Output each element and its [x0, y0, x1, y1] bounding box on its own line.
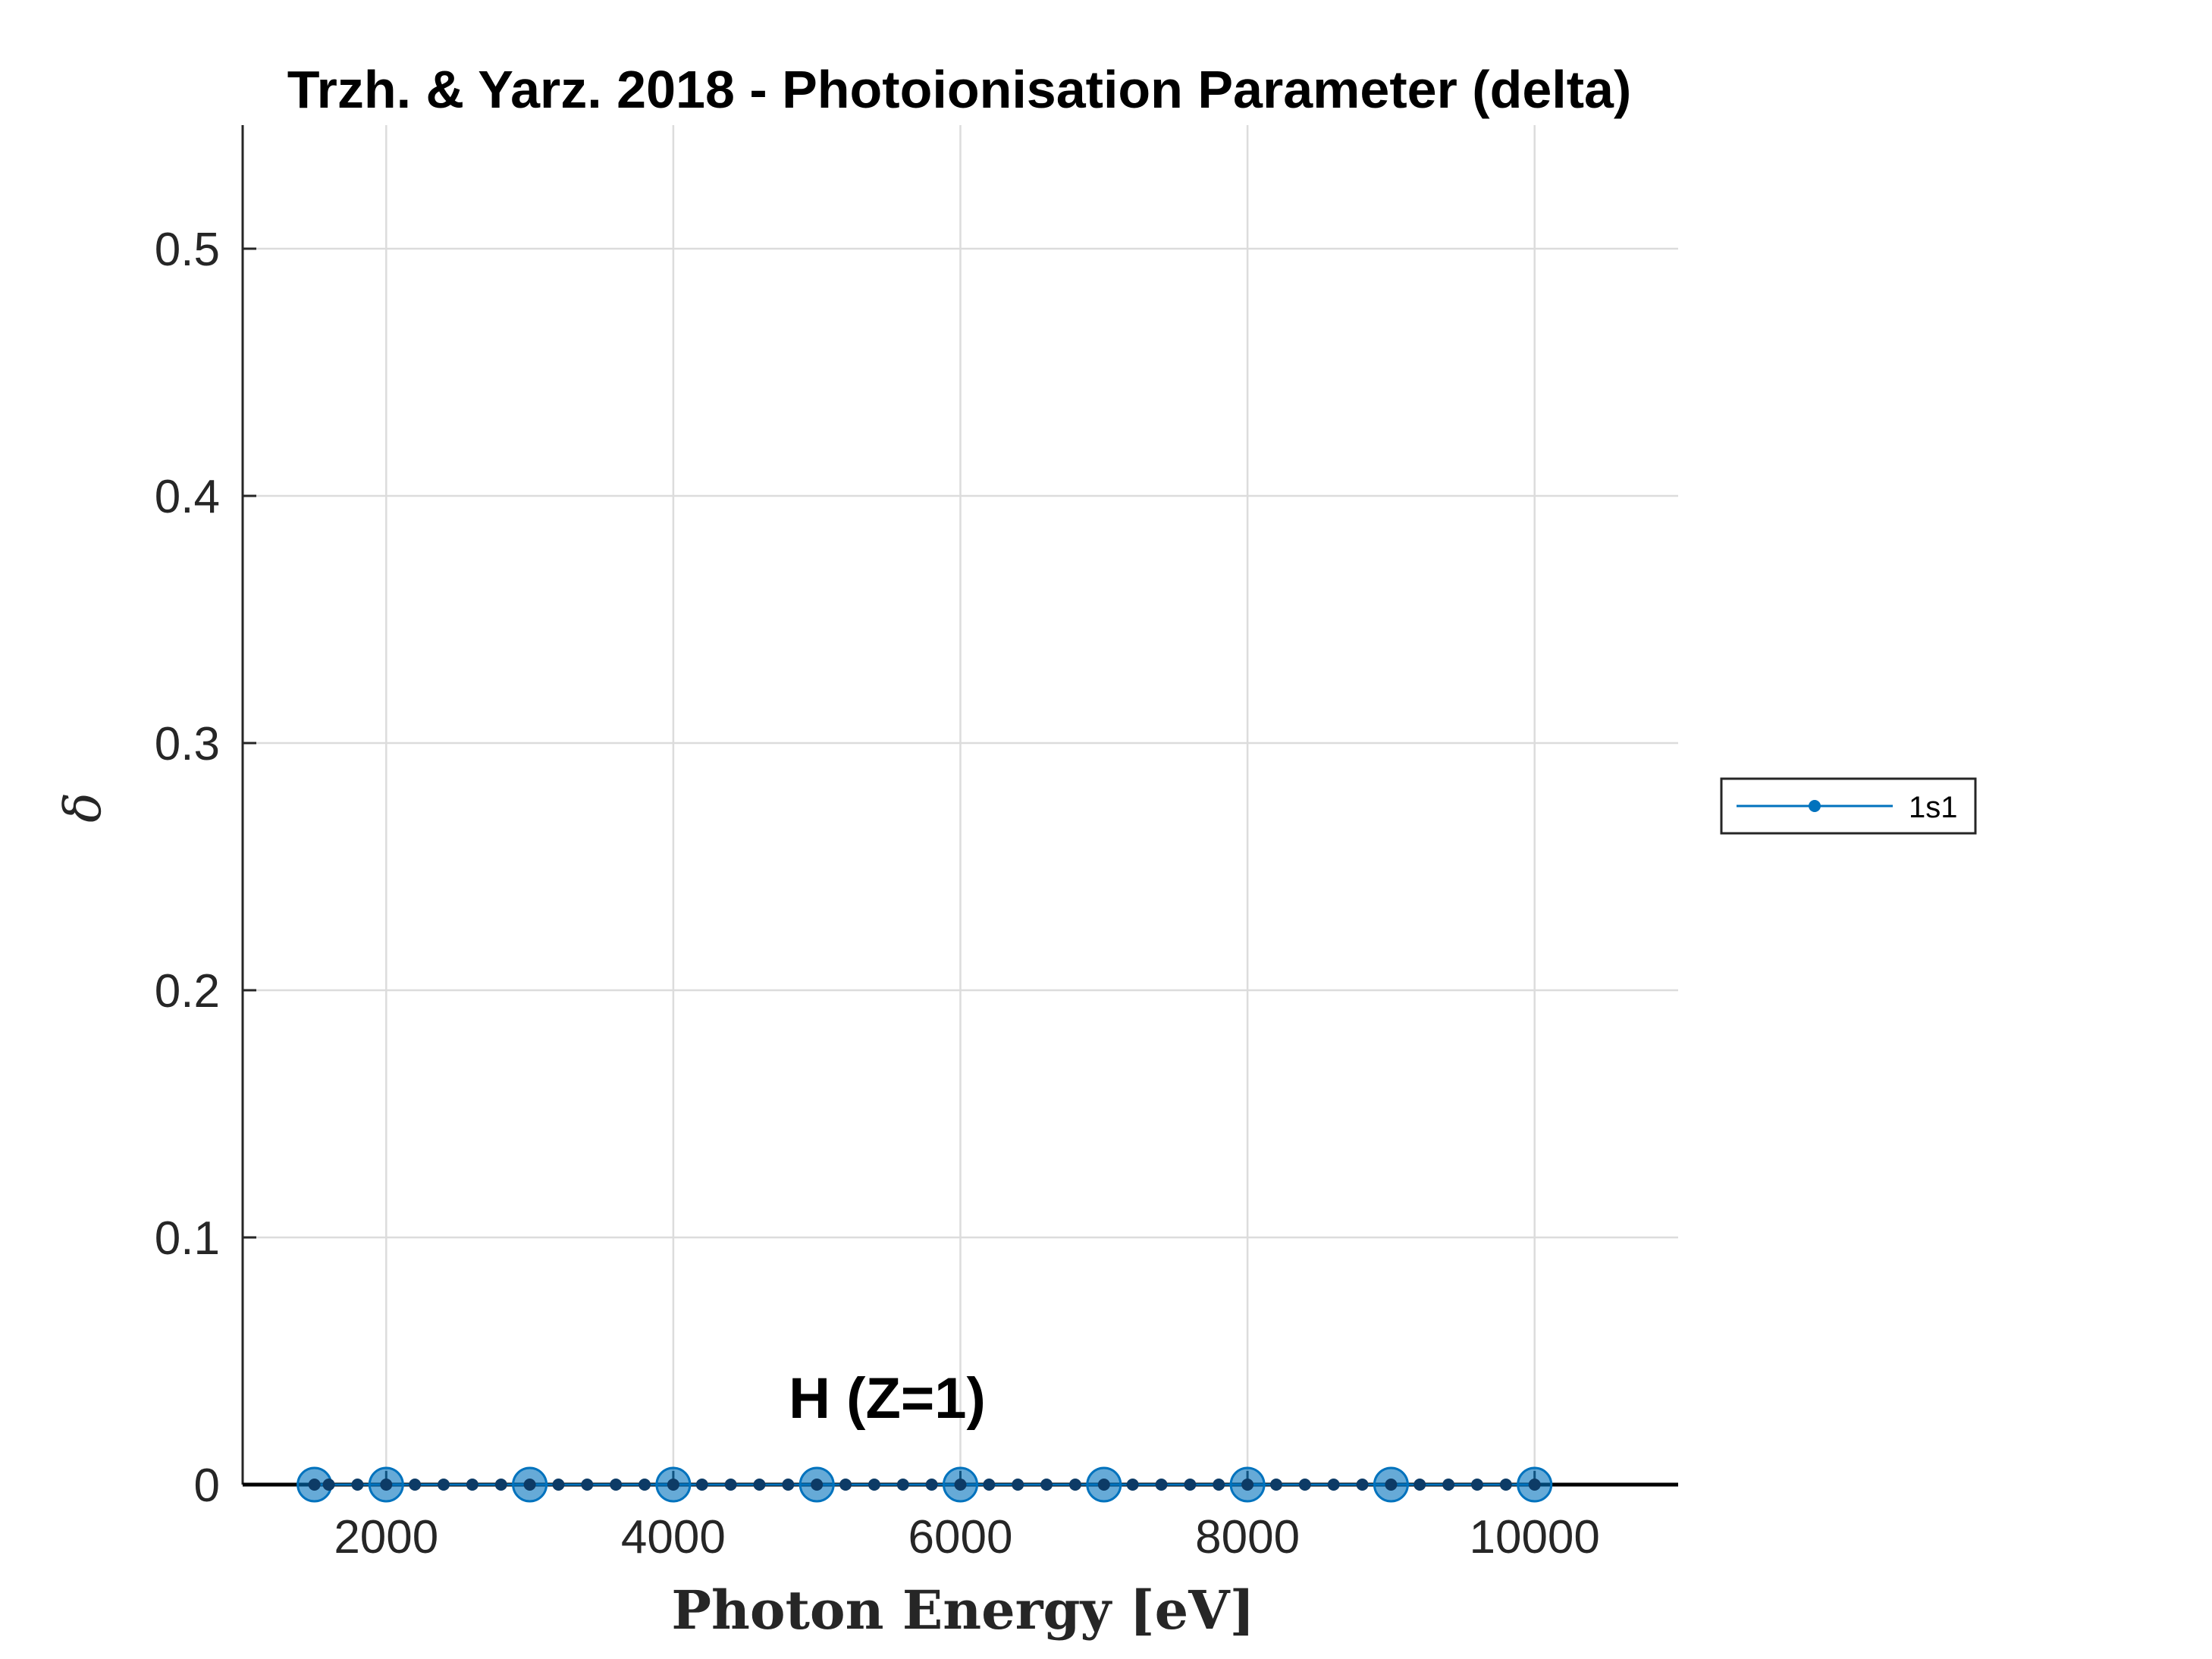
- series-point: [581, 1479, 594, 1491]
- y-tick-label: 0: [194, 1460, 220, 1512]
- series-point: [667, 1479, 679, 1491]
- series-point: [1413, 1479, 1426, 1491]
- y-tick-label: 0.5: [155, 224, 220, 276]
- series-point: [1241, 1479, 1254, 1491]
- series-point: [610, 1479, 623, 1491]
- chart-title: Trzh. & Yarz. 2018 - Photoionisation Par…: [287, 60, 1632, 119]
- series-point: [782, 1479, 795, 1491]
- series-point: [1269, 1479, 1282, 1491]
- series-point: [322, 1479, 335, 1491]
- series-point: [925, 1479, 938, 1491]
- series-point: [1298, 1479, 1311, 1491]
- y-tick-label: 0.3: [155, 718, 220, 770]
- series-point: [1155, 1479, 1168, 1491]
- legend-swatch-marker: [1809, 800, 1821, 812]
- series-point: [409, 1479, 422, 1491]
- series-point: [1184, 1479, 1197, 1491]
- series-point: [523, 1479, 536, 1491]
- x-tick-label: 8000: [1195, 1511, 1300, 1563]
- series-point: [1356, 1479, 1369, 1491]
- series-point: [466, 1479, 478, 1491]
- y-tick-label: 0.2: [155, 965, 220, 1018]
- series-point: [638, 1479, 651, 1491]
- series-point: [1385, 1479, 1398, 1491]
- legend-label-1s1: 1s1: [1909, 791, 1958, 824]
- series-point: [811, 1479, 824, 1491]
- series-point: [1327, 1479, 1340, 1491]
- series-point: [1213, 1479, 1225, 1491]
- series-point: [954, 1479, 967, 1491]
- series-point: [1068, 1479, 1081, 1491]
- series-point: [1040, 1479, 1053, 1491]
- series-point: [380, 1479, 393, 1491]
- x-tick-label: 10000: [1469, 1511, 1599, 1563]
- series-point: [983, 1479, 996, 1491]
- series-point: [308, 1479, 321, 1491]
- y-axis-label: δ: [54, 792, 112, 823]
- x-tick-label: 6000: [908, 1511, 1013, 1563]
- series-point: [1499, 1479, 1512, 1491]
- series-point: [896, 1479, 909, 1491]
- series-point: [695, 1479, 708, 1491]
- x-tick-label: 2000: [334, 1511, 438, 1563]
- y-tick-label: 0.1: [155, 1212, 220, 1265]
- series-point: [839, 1479, 852, 1491]
- grid-lines: [243, 125, 1678, 1486]
- y-tick-label: 0.4: [155, 471, 220, 523]
- series-point: [753, 1479, 766, 1491]
- series-point: [1442, 1479, 1455, 1491]
- series-point: [494, 1479, 507, 1491]
- series-point: [724, 1479, 737, 1491]
- legend: 1s1: [1720, 777, 1977, 835]
- series-point: [1097, 1479, 1110, 1491]
- series-point: [1012, 1479, 1024, 1491]
- series-point: [552, 1479, 565, 1491]
- series-point: [868, 1479, 880, 1491]
- series-point: [1126, 1479, 1139, 1491]
- x-axis-label: Photon Energy [eV]: [671, 1579, 1254, 1642]
- series-point: [351, 1479, 364, 1491]
- series-point: [438, 1479, 450, 1491]
- element-annotation: H (Z=1): [789, 1366, 986, 1431]
- series-point: [1528, 1479, 1541, 1491]
- x-tick-label: 4000: [621, 1511, 726, 1563]
- series-point: [1470, 1479, 1483, 1491]
- series-1s1: [308, 1479, 1541, 1491]
